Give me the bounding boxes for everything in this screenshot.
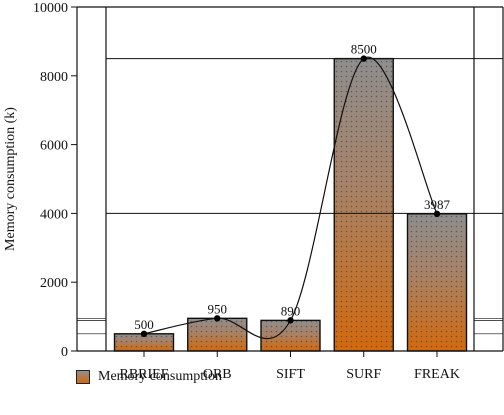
y-tick-label: 6000: [40, 139, 68, 154]
x-tick-label: RBRIEF: [119, 367, 168, 382]
data-label-orb: 950: [208, 301, 228, 316]
data-label-sift: 890: [281, 303, 301, 318]
x-tick-label: SIFT: [276, 367, 305, 382]
plot-frame: [76, 6, 504, 352]
y-axis: 0 2000 4000 6000 8000 10000: [33, 1, 77, 360]
bars-layer: [113, 57, 468, 352]
x-tick-label: FREAK: [414, 367, 460, 382]
y-axis-title: Memory consumption (k): [3, 107, 18, 251]
data-point: [214, 315, 221, 322]
bar-texture: [406, 213, 468, 352]
y-tick-label: 10000: [33, 1, 68, 16]
data-point: [287, 317, 294, 324]
data-label-rbrief: 500: [134, 317, 154, 332]
data-point: [140, 330, 148, 337]
x-tick-label: ORB: [203, 367, 232, 382]
y-tick-label: 8000: [40, 70, 68, 85]
y-tick-label: 4000: [40, 207, 68, 222]
bar-texture: [333, 57, 394, 352]
data-point: [360, 55, 367, 62]
bar-texture: [187, 317, 248, 352]
data-point: [433, 210, 441, 218]
x-tick-label: SURF: [346, 367, 381, 382]
legend-swatch-icon: [76, 370, 90, 384]
bar-texture: [260, 319, 321, 352]
data-label-freak: 3987: [424, 197, 451, 212]
data-label-surf: 8500: [351, 42, 377, 57]
x-axis: RBRIEF ORB SIFT SURF FREAK: [119, 351, 460, 382]
legend-label: Memory consumption: [98, 369, 223, 384]
legend: Memory consumption: [76, 369, 222, 385]
curve-layer: 500 950 890 8500 3987: [134, 42, 451, 340]
y-tick-label: 2000: [40, 276, 68, 291]
y-tick-label: 0: [61, 345, 68, 360]
